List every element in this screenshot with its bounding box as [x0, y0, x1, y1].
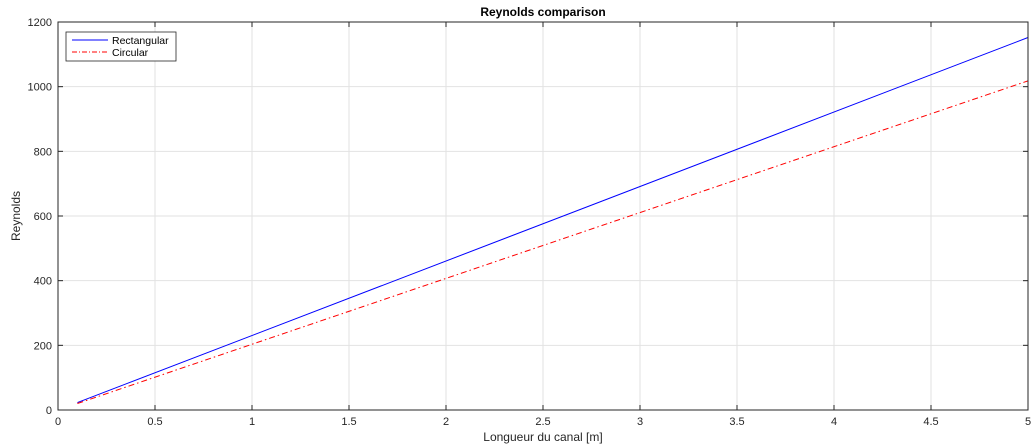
series-line-circular: [77, 80, 1029, 405]
grid-lines: [58, 22, 1028, 410]
chart-title: Reynolds comparison: [480, 5, 605, 19]
legend-label-circular: Circular: [112, 47, 149, 59]
x-axis-label: Longueur du canal [m]: [483, 430, 602, 444]
y-tick-label: 1000: [28, 82, 52, 94]
x-tick-label: 0.5: [147, 416, 162, 428]
x-tick-label: 2: [443, 416, 449, 428]
x-tick-label: 4.5: [923, 416, 938, 428]
y-tick-label: 400: [34, 276, 52, 288]
y-tick-label: 1200: [28, 17, 52, 29]
ticks: [57, 21, 1029, 411]
x-tick-label: 4: [831, 416, 837, 428]
legend-label-rectangular: Rectangular: [112, 35, 169, 47]
legend: Rectangular Circular: [65, 31, 177, 62]
x-tick-label: 3: [637, 416, 643, 428]
y-axis-label: Reynolds: [9, 191, 23, 241]
legend-box: [65, 31, 177, 62]
tick-labels: 0 0.5 1 1.5 2 2.5 3 3.5 4 4.5 5 0 200 400 600 800 1000 12…: [28, 17, 1031, 428]
y-tick-label: 0: [46, 405, 52, 417]
x-tick-label: 0: [55, 416, 61, 428]
x-tick-label: 5: [1025, 416, 1031, 428]
y-tick-label: 800: [34, 146, 52, 158]
series-lines: [77, 37, 1029, 405]
x-tick-label: 1.5: [341, 416, 356, 428]
y-tick-label: 200: [34, 340, 52, 352]
x-tick-label: 1: [249, 416, 255, 428]
x-tick-label: 2.5: [535, 416, 550, 428]
x-tick-label: 3.5: [729, 416, 744, 428]
series-line-rectangular: [77, 37, 1029, 404]
y-tick-label: 600: [34, 211, 52, 223]
